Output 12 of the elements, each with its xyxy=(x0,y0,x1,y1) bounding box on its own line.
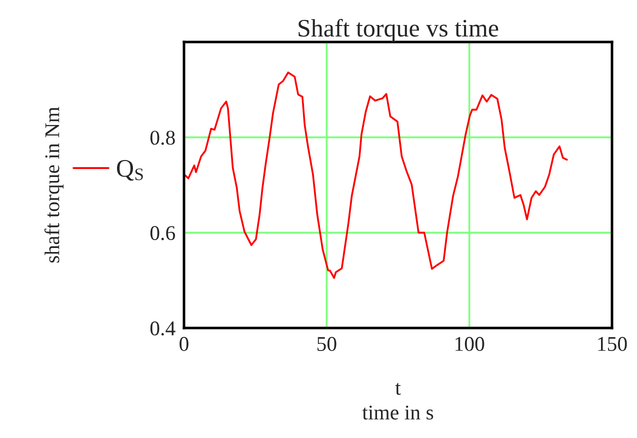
x-axis-title: t time in s xyxy=(362,382,434,420)
line-series xyxy=(184,72,568,279)
x-tick-label: 0 xyxy=(180,336,188,351)
x-tick-label: 100 xyxy=(456,336,484,351)
legend-label: Q$_{S}$ xyxy=(117,160,143,181)
y-tick-label: 0.4 xyxy=(150,321,176,336)
y-tick-label: 0.6 xyxy=(150,226,176,240)
y-tick-label: 0.8 xyxy=(150,130,175,145)
y-axis-title: shaft torque in Nm xyxy=(44,106,64,263)
x-tick-label: 50 xyxy=(317,336,336,351)
chart-title: Shaft torque vs time xyxy=(298,18,498,42)
x-tick-label: 150 xyxy=(598,336,627,351)
